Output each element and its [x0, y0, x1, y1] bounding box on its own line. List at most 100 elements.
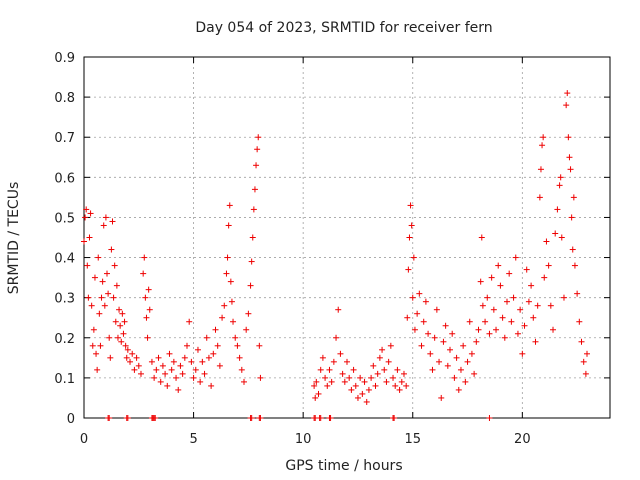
data-point	[240, 378, 247, 385]
data-point	[425, 330, 432, 337]
data-point	[556, 182, 563, 189]
data-point	[146, 306, 153, 313]
data-point	[108, 246, 115, 253]
x-tick-label: 0	[80, 432, 88, 447]
data-point	[499, 314, 506, 321]
data-point	[250, 206, 257, 213]
data-point	[574, 290, 581, 297]
data-point	[447, 346, 454, 353]
data-point	[510, 294, 517, 301]
data-point	[129, 350, 136, 357]
data-point	[570, 194, 577, 201]
data-point	[482, 318, 489, 325]
data-point	[87, 210, 94, 217]
data-point	[339, 370, 346, 377]
data-point	[387, 342, 394, 349]
data-point	[133, 354, 140, 361]
data-point	[427, 350, 434, 357]
data-point	[234, 342, 241, 349]
data-point	[203, 334, 210, 341]
data-point	[177, 362, 184, 369]
data-point	[543, 238, 550, 245]
data-point	[569, 246, 576, 253]
data-point	[512, 254, 519, 261]
data-point	[230, 318, 237, 325]
data-point	[440, 338, 447, 345]
data-point	[352, 382, 359, 389]
data-point	[111, 262, 118, 269]
data-point	[94, 366, 101, 373]
data-point	[409, 294, 416, 301]
data-point	[106, 415, 113, 421]
data-point	[341, 378, 348, 385]
data-point	[99, 278, 106, 285]
data-point	[404, 314, 411, 321]
data-point	[144, 334, 151, 341]
data-point	[578, 338, 585, 345]
data-point	[100, 222, 107, 229]
data-point	[227, 278, 234, 285]
data-point	[564, 90, 571, 97]
data-point	[102, 214, 109, 221]
data-point	[391, 415, 398, 421]
data-point	[541, 274, 548, 281]
data-point	[490, 306, 497, 313]
data-point	[385, 358, 392, 365]
data-point	[530, 314, 537, 321]
data-point	[84, 262, 91, 269]
y-tick-label: 0.3	[54, 292, 75, 307]
data-point	[152, 415, 159, 421]
data-point	[418, 342, 425, 349]
data-point	[249, 234, 256, 241]
data-point	[245, 310, 252, 317]
data-point	[159, 362, 166, 369]
data-point	[379, 346, 386, 353]
data-point	[113, 282, 120, 289]
data-point	[438, 394, 445, 401]
data-point	[98, 294, 105, 301]
data-point	[372, 382, 379, 389]
data-point	[251, 186, 258, 193]
data-point	[104, 270, 111, 277]
data-point	[315, 390, 322, 397]
data-point	[517, 306, 524, 313]
data-point	[91, 274, 98, 281]
data-point	[528, 282, 535, 289]
data-point	[223, 270, 230, 277]
data-point	[390, 374, 397, 381]
data-point	[539, 142, 546, 149]
data-point	[212, 326, 219, 333]
data-point	[208, 382, 215, 389]
data-point	[475, 326, 482, 333]
data-point	[346, 374, 353, 381]
data-point	[118, 338, 125, 345]
y-axis-label: SRMTID / TECUs	[6, 182, 22, 295]
data-point	[105, 290, 112, 297]
data-point	[326, 366, 333, 373]
data-point	[201, 370, 208, 377]
data-point	[317, 366, 324, 373]
data-point	[406, 234, 413, 241]
data-point	[571, 262, 578, 269]
data-point	[312, 394, 319, 401]
data-point	[228, 298, 235, 305]
data-point	[255, 134, 262, 141]
data-point	[199, 358, 206, 365]
data-point	[210, 350, 217, 357]
data-point	[493, 326, 500, 333]
data-point	[168, 366, 175, 373]
data-point	[521, 322, 528, 329]
data-point	[403, 382, 410, 389]
data-point	[455, 386, 462, 393]
y-tick-label: 0.4	[54, 252, 75, 267]
data-point	[486, 415, 493, 421]
data-point	[495, 262, 502, 269]
data-point	[394, 366, 401, 373]
data-point	[398, 378, 405, 385]
data-points	[81, 90, 590, 421]
data-point	[416, 290, 423, 297]
data-point	[405, 266, 412, 273]
data-point	[173, 374, 180, 381]
data-point	[106, 334, 113, 341]
data-point	[205, 354, 212, 361]
